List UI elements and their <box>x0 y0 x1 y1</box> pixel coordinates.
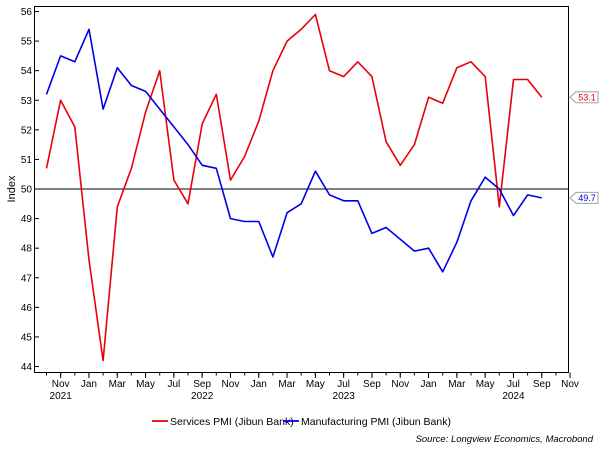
x-tick-label: Jul <box>167 379 180 390</box>
x-tick-label: Nov <box>52 379 70 390</box>
y-tick-label: 46 <box>21 303 33 314</box>
legend-label-manufacturing: Manufacturing PMI (Jibun Bank) <box>301 416 451 428</box>
x-tick-label: May <box>136 379 155 390</box>
legend: Services PMI (Jibun Bank) Manufacturing … <box>152 416 451 428</box>
x-tick-label: Jul <box>507 379 520 390</box>
x-tick-label: Jan <box>251 379 267 390</box>
x-tick-label: Sep <box>363 379 381 390</box>
y-axis: 44 45 46 47 48 49 50 51 52 53 54 55 56 <box>21 7 39 373</box>
x-tick-year-label: 2022 <box>191 391 214 402</box>
x-tick-label: Sep <box>533 379 551 390</box>
y-tick-label: 45 <box>21 332 33 343</box>
x-tick-label: May <box>476 379 495 390</box>
y-axis-title: Index <box>6 175 18 202</box>
x-tick-label: Jan <box>81 379 97 390</box>
x-tick-label: Mar <box>448 379 466 390</box>
x-tick-label: Nov <box>561 379 579 390</box>
end-label-box <box>569 191 599 204</box>
end-label-box <box>569 91 599 104</box>
x-tick-year-label: 2023 <box>333 391 356 402</box>
end-value-labels: 53.1 49.7 <box>569 91 599 204</box>
x-tick-label: Nov <box>391 379 409 390</box>
plot-area <box>34 6 569 373</box>
y-tick-label: 47 <box>21 273 33 284</box>
x-tick-label: Sep <box>193 379 211 390</box>
y-tick-label: 53 <box>21 96 33 107</box>
end-value-label: 53.1 <box>578 92 596 102</box>
source-note: Source: Longview Economics, Macrobond <box>416 434 594 445</box>
x-tick-year-label: 2024 <box>502 391 525 402</box>
y-tick-label: 48 <box>21 244 33 255</box>
y-tick-label: 55 <box>21 37 33 48</box>
x-tick-label: Jan <box>420 379 436 390</box>
series-line-manufacturing <box>45 28 542 273</box>
y-tick-label: 50 <box>21 185 33 196</box>
x-tick-label: Mar <box>109 379 127 390</box>
y-tick-label: 56 <box>21 7 33 18</box>
x-tick-label: Jul <box>337 379 350 390</box>
series-line-services <box>45 13 543 362</box>
series-layer <box>45 13 543 362</box>
y-tick-label: 49 <box>21 214 33 225</box>
x-tick-year-label: 2021 <box>50 391 73 402</box>
legend-label-services: Services PMI (Jibun Bank) <box>170 416 294 428</box>
x-tick-label: Nov <box>222 379 240 390</box>
y-tick-label: 51 <box>21 155 33 166</box>
y-tick-label: 52 <box>21 125 33 136</box>
x-tick-label: Mar <box>278 379 296 390</box>
x-tick-label: May <box>306 379 325 390</box>
y-tick-label: 54 <box>21 66 33 77</box>
y-tick-label: 44 <box>21 362 33 373</box>
end-value-label: 49.7 <box>578 193 596 203</box>
